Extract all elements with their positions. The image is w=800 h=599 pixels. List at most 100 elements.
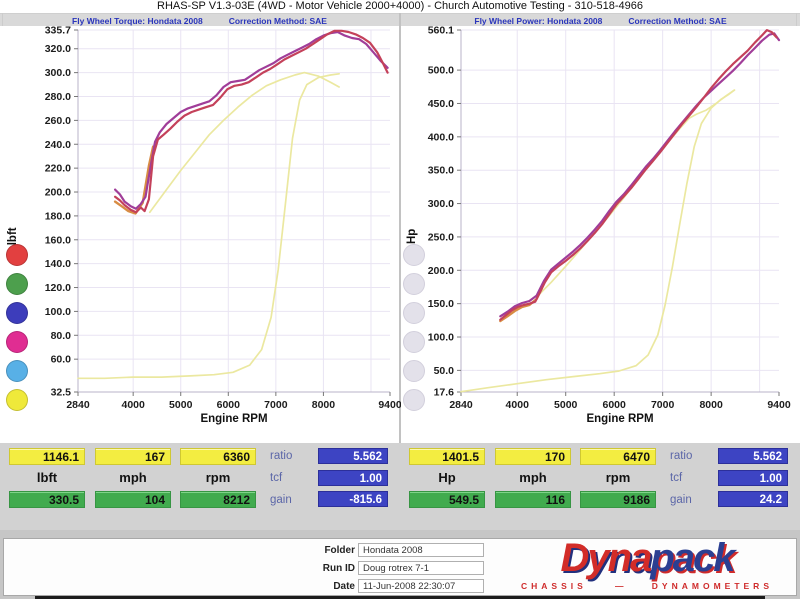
power-chart-header: Fly Wheel Power: Hondata 2008 Correction… <box>401 14 800 27</box>
x-tick-label: 7000 <box>651 399 675 411</box>
run-color-button-yellow[interactable] <box>6 389 28 411</box>
tagline-chassis: CHASSIS <box>521 581 587 591</box>
power-peak-rpm-cell: 6470 <box>580 448 656 465</box>
y-tick-label: 280.0 <box>45 91 71 103</box>
y-tick-label: 200.0 <box>428 265 454 277</box>
run-color-button-inactive-1[interactable] <box>403 244 425 266</box>
power-peak-mph-cell: 170 <box>495 448 571 465</box>
power-peak-cell: 1401.5 <box>409 448 485 465</box>
y-tick-label: 500.0 <box>428 65 454 77</box>
series-baseline-yellow <box>460 89 736 393</box>
torque-peak-cell: 1146.1 <box>9 448 85 465</box>
torque-chart-header: Fly Wheel Torque: Hondata 2008 Correctio… <box>0 14 399 27</box>
run-color-button-cyan[interactable] <box>6 360 28 382</box>
y-tick-label: 260.0 <box>45 115 71 127</box>
y-axis-title: lbft <box>7 227 19 245</box>
y-tick-label: 100.0 <box>45 306 71 318</box>
rpm-unit-label: rpm <box>205 470 231 485</box>
date-label: Date <box>333 581 355 592</box>
footer-bar: Folder Hondata 2008 Run ID Doug rotrex 7… <box>0 530 800 599</box>
logo-word-dyna: Dyna <box>560 536 653 580</box>
y-tick-label: 180.0 <box>45 210 71 222</box>
tagline-dash: — <box>615 581 624 591</box>
series-baseline-yellow-taper <box>148 71 340 214</box>
run-color-button-inactive-6[interactable] <box>403 389 425 411</box>
ratio-label: ratio <box>270 450 293 462</box>
y-tick-label: 100.0 <box>428 332 454 344</box>
date-field[interactable]: 11-Jun-2008 22:30:07 <box>358 579 484 593</box>
window-title: RHAS-SP V1.3-03E (4WD - Motor Vehicle 20… <box>0 0 800 13</box>
gain-value: 24.2 <box>718 491 788 507</box>
run-color-button-inactive-2[interactable] <box>403 273 425 295</box>
torque-chart-panel: 335.7 320.0 300.0 280.0 260.0 240.0 220.0 200.0… <box>0 25 402 443</box>
ratio-value: 5.562 <box>718 448 788 464</box>
readout-tables: 1146.1 167 6360 lbft mph rpm 330.5 104 8… <box>0 443 800 530</box>
y-tick-label: 200.0 <box>45 187 71 199</box>
y-tick-label: 140.0 <box>45 258 71 270</box>
dynapack-tagline: CHASSIS — DYNAMOMETERS <box>521 581 773 591</box>
torque-cursor-cell: 330.5 <box>9 491 85 508</box>
series-run-magenta <box>499 32 781 318</box>
y-tick-label: 50.0 <box>434 365 455 377</box>
chart-divider <box>399 13 401 530</box>
power-cursor-mph-cell: 116 <box>495 491 571 508</box>
y-tick-label: 350.0 <box>428 165 454 177</box>
mph-unit-label: mph <box>119 470 147 485</box>
tcf-value: 1.00 <box>318 470 388 486</box>
run-color-button-green[interactable] <box>6 273 28 295</box>
mph-unit-label: mph <box>519 470 547 485</box>
run-color-button-inactive-4[interactable] <box>403 331 425 353</box>
gain-label: gain <box>270 494 292 506</box>
x-tick-label: 7000 <box>264 399 288 411</box>
tcf-label: tcf <box>270 472 283 484</box>
series-run-magenta <box>113 30 389 210</box>
folder-field[interactable]: Hondata 2008 <box>358 543 484 557</box>
power-readout-table: 1401.5 170 6470 Hp mph rpm 549.5 116 918… <box>400 443 800 530</box>
power-chart-title: Fly Wheel Power: Hondata 2008 <box>474 15 603 26</box>
run-info-card: Folder Hondata 2008 Run ID Doug rotrex 7… <box>3 536 797 596</box>
run-color-button-inactive-3[interactable] <box>403 302 425 324</box>
series-run-orange <box>113 145 155 215</box>
dynapack-logo: Dynapack CHASSIS — DYNAMOMETERS <box>501 536 793 594</box>
x-tick-label: 8000 <box>312 399 336 411</box>
tcf-label: tcf <box>670 472 683 484</box>
torque-chart-title: Fly Wheel Torque: Hondata 2008 <box>72 15 203 26</box>
torque-peak-mph-cell: 167 <box>95 448 171 465</box>
x-tick-label: 9400 <box>767 399 791 411</box>
dynapack-wordmark: Dynapack <box>501 536 793 581</box>
run-color-button-blue[interactable] <box>6 302 28 324</box>
torque-cursor-rpm-cell: 8212 <box>180 491 256 508</box>
y-tick-label: 300.0 <box>45 67 71 79</box>
x-tick-label: 5000 <box>554 399 578 411</box>
y-tick-label: 60.0 <box>51 354 72 366</box>
y-axis-title: Hp <box>406 229 418 244</box>
torque-peak-rpm-cell: 6360 <box>180 448 256 465</box>
y-tick-label: 80.0 <box>51 330 72 342</box>
y-tick-label: 250.0 <box>428 231 454 243</box>
y-tick-label: 150.0 <box>428 298 454 310</box>
x-tick-label: 5000 <box>169 399 193 411</box>
y-tick-label: 560.1 <box>428 25 454 37</box>
y-tick-label: 32.5 <box>51 387 72 399</box>
x-tick-label: 6000 <box>603 399 627 411</box>
x-tick-label: 8000 <box>699 399 723 411</box>
run-id-field[interactable]: Doug rotrex 7-1 <box>358 561 484 575</box>
run-color-button-inactive-5[interactable] <box>403 360 425 382</box>
power-cursor-cell: 549.5 <box>409 491 485 508</box>
run-color-button-red[interactable] <box>6 244 28 266</box>
x-tick-label: 6000 <box>217 399 241 411</box>
y-tick-label: 300.0 <box>428 198 454 210</box>
tagline-dynamometers: DYNAMOMETERS <box>651 581 773 591</box>
logo-word-pack: pack <box>650 536 735 580</box>
tcf-value: 1.00 <box>718 470 788 486</box>
y-tick-label: 17.6 <box>434 387 455 399</box>
torque-readout-table: 1146.1 167 6360 lbft mph rpm 330.5 104 8… <box>0 443 400 530</box>
torque-unit-label: lbft <box>36 470 58 485</box>
run-id-label: Run ID <box>322 563 355 574</box>
scan-edge-bar <box>35 596 765 599</box>
run-color-button-magenta[interactable] <box>6 331 28 353</box>
folder-label: Folder <box>324 545 355 556</box>
series-run-red <box>113 29 389 214</box>
y-tick-label: 120.0 <box>45 282 71 294</box>
